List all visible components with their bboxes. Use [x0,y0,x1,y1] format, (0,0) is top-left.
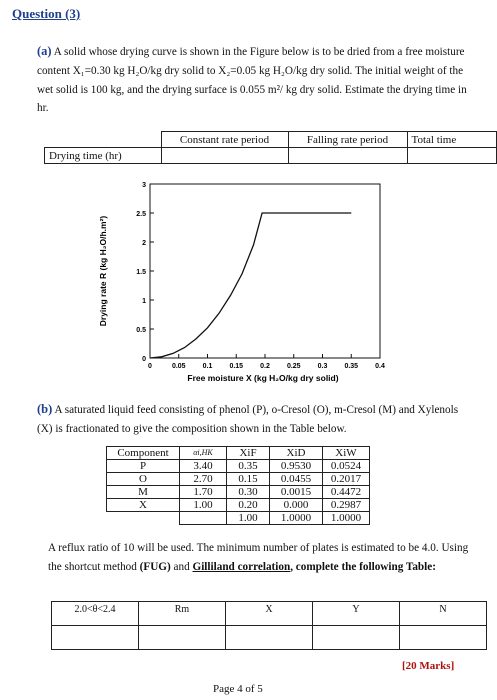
marks-label: [20 Marks] [402,660,455,672]
x-tick-label: 0.25 [287,363,301,370]
x-tick-label: 0.1 [203,363,213,370]
x-cell[interactable] [225,625,313,650]
x-tick-label: 0.05 [172,363,186,370]
drying-time-table: Constant rate period Falling rate period… [44,131,497,164]
table-cell: 0.9530 [269,459,323,473]
rm-cell[interactable] [138,625,226,650]
drying-time-label: Drying time (hr) [44,147,162,164]
table-cell [107,512,180,525]
n-cell[interactable] [399,625,487,650]
part-a-body: A solid whose drying curve is shown in t… [37,46,467,115]
table-cell: P [106,459,180,473]
x-header: X [225,601,313,626]
y-tick-label: 3 [142,182,146,189]
y-tick-label: 2.5 [136,211,146,218]
n-header: N [399,601,487,626]
page-number: Page 4 of 5 [213,683,263,695]
question-title: Question (3) [12,6,81,21]
y-tick-label: 1.5 [136,269,146,276]
theta-cell[interactable] [51,625,139,650]
table-row: 1.00 1.0000 1.0000 [107,511,370,525]
table-row: M 1.70 0.30 0.0015 0.4472 [106,485,370,499]
y-tick-label: 0.5 [136,327,146,334]
x-tick-label: 0 [148,363,152,370]
y-tick-label: 0 [142,356,146,363]
part-b-body: A saturated liquid feed consisting of ph… [37,404,459,435]
total-time-cell[interactable] [406,147,497,164]
constant-rate-cell[interactable] [160,147,289,164]
alpha-header: αi,HK [179,446,227,460]
table-cell: M [106,485,180,499]
table-cell [179,511,227,525]
table-cell: 1.0000 [269,511,323,525]
total-time-header: Total time [406,131,497,148]
table-cell: X [106,498,180,512]
drying-rate-chart: 0 0.05 0.1 0.15 0.2 0.25 0.3 0.35 0.4 0 0.5 1 1.5 2 2… [98,182,385,383]
x-axis-label: Free moisture X (kg H₂O/kg dry solid) [187,373,338,383]
table-cell: 0.000 [269,498,323,512]
table-cell: 2.70 [179,472,227,486]
table-cell: 0.2987 [322,498,370,512]
table-cell: 1.0000 [322,511,370,525]
falling-rate-cell[interactable] [287,147,408,164]
part-b-instructions: A reflux ratio of 10 will be used. The m… [48,542,469,573]
table-cell: 0.30 [226,485,270,499]
rm-header: Rm [138,601,226,626]
constant-rate-header: Constant rate period [160,131,289,148]
y-tick-label: 2 [142,240,146,247]
xiw-header: XiW [322,446,370,460]
plot-frame [149,183,381,359]
table-cell: 0.0015 [269,485,323,499]
x-tick-label: 0.4 [375,363,385,370]
table-cell: 1.70 [179,485,227,499]
x-tick-label: 0.15 [229,363,243,370]
theta-header: 2.0<θ<2.4 [51,601,139,626]
part-a-tag: (a) [37,44,52,58]
drying-curve [149,212,352,359]
table-row: X 1.00 0.20 0.000 0.2987 [106,498,370,512]
table-cell: 1.00 [179,498,227,512]
component-header: Component [106,446,180,460]
y-header: Y [312,601,400,626]
composition-table: Component αi,HK XiF XiD XiW P 3.40 0.35 … [106,446,370,525]
table-cell: 0.0455 [269,472,323,486]
xif-header: XiF [226,446,270,460]
fug-results-table: 2.0<θ<2.4 Rm X Y N [51,601,487,650]
table-cell: 3.40 [179,459,227,473]
table-cell: 0.35 [226,459,270,473]
table-cell: 1.00 [226,511,270,525]
table-cell: 0.4472 [322,485,370,499]
x-tick-label: 0.35 [344,363,358,370]
y-axis-label: Drying rate R (kg H₂O/h.m²) [98,216,108,327]
y-tick-label: 1 [142,298,146,305]
table-cell: 0.2017 [322,472,370,486]
part-a-text: (a) A solid whose drying curve is shown … [37,42,469,118]
table-cell: O [106,472,180,486]
x-tick-label: 0.3 [318,363,328,370]
x-tick-label: 0.2 [260,363,270,370]
part-b-tag: (b) [37,402,53,416]
xid-header: XiD [269,446,323,460]
table-row: P 3.40 0.35 0.9530 0.0524 [106,459,370,473]
falling-rate-header: Falling rate period [287,131,408,148]
table-cell: 0.20 [226,498,270,512]
table-row: O 2.70 0.15 0.0455 0.2017 [106,472,370,486]
table-cell: 0.0524 [322,459,370,473]
table-cell: 0.15 [226,472,270,486]
part-b-text: (b) A saturated liquid feed consisting o… [37,400,469,439]
y-cell[interactable] [312,625,400,650]
